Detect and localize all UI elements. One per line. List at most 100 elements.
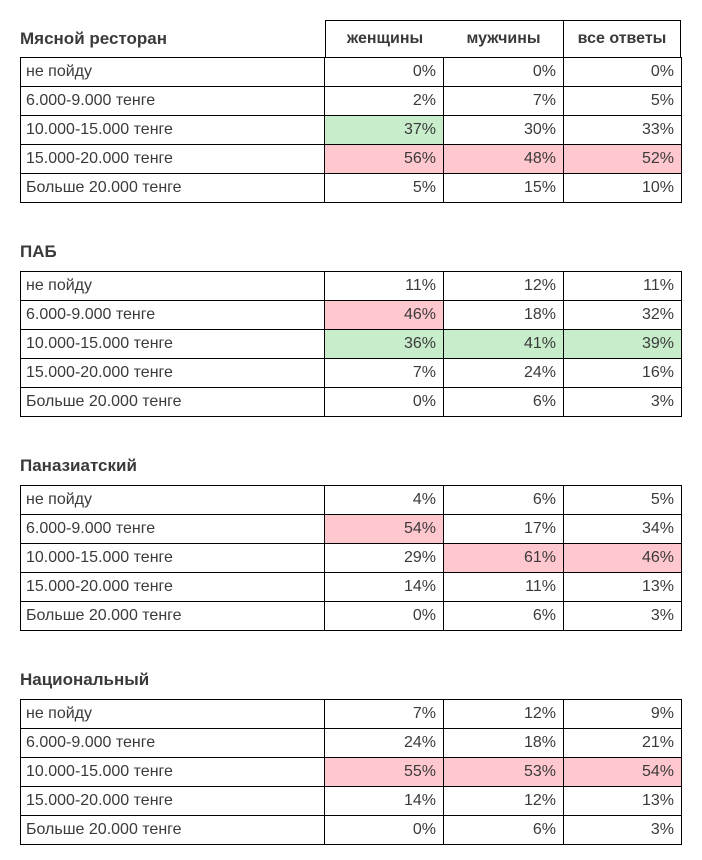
table-head-row: Национальный	[20, 670, 681, 690]
value-cell: 52%	[563, 144, 682, 174]
table-title: ПАБ	[20, 242, 57, 261]
value-cell: 15%	[443, 173, 564, 203]
value-cell: 4%	[324, 485, 444, 515]
value-cell: 11%	[563, 271, 682, 301]
column-header-women: женщины	[325, 20, 444, 57]
table-row: 15.000-20.000 тенге 14% 11% 13%	[20, 572, 682, 602]
data-table: не пойду 0% 0% 0% 6.000-9.000 тенге 2% 7% 5% 10.…	[20, 57, 682, 203]
value-cell: 13%	[563, 786, 682, 816]
value-cell: 12%	[443, 786, 564, 816]
value-cell: 46%	[324, 300, 444, 330]
value-cell: 39%	[563, 329, 682, 359]
value-cell: 41%	[443, 329, 564, 359]
value-cell: 24%	[443, 358, 564, 388]
value-cell: 6%	[443, 601, 564, 631]
value-cell: 36%	[324, 329, 444, 359]
table-row: не пойду 7% 12% 9%	[20, 699, 682, 729]
value-cell: 33%	[563, 115, 682, 145]
table-row: 10.000-15.000 тенге 37% 30% 33%	[20, 115, 682, 145]
value-cell: 61%	[443, 543, 564, 573]
value-cell: 0%	[443, 57, 564, 87]
value-cell: 11%	[324, 271, 444, 301]
table-row: 15.000-20.000 тенге 7% 24% 16%	[20, 358, 682, 388]
value-cell: 54%	[563, 757, 682, 787]
table-row: не пойду 11% 12% 11%	[20, 271, 682, 301]
table-head-row: Мясной ресторан женщины мужчины все ответы	[20, 20, 681, 57]
row-label: не пойду	[20, 271, 325, 301]
value-cell: 6%	[443, 815, 564, 845]
row-label: не пойду	[20, 485, 325, 515]
data-table: не пойду 4% 6% 5% 6.000-9.000 тенге 54% 17% 34%…	[20, 485, 682, 631]
value-cell: 5%	[324, 173, 444, 203]
value-cell: 30%	[443, 115, 564, 145]
table-row: Больше 20.000 тенге 5% 15% 10%	[20, 173, 682, 203]
value-cell: 54%	[324, 514, 444, 544]
value-cell: 7%	[324, 358, 444, 388]
column-header-men: мужчины	[444, 20, 564, 57]
table-title: Мясной ресторан	[20, 28, 168, 48]
value-cell: 18%	[443, 728, 564, 758]
table-row: Больше 20.000 тенге 0% 6% 3%	[20, 601, 682, 631]
row-label: 15.000-20.000 тенге	[20, 786, 325, 816]
value-cell: 3%	[563, 815, 682, 845]
row-label: 15.000-20.000 тенге	[20, 572, 325, 602]
row-label: 15.000-20.000 тенге	[20, 358, 325, 388]
value-cell: 5%	[563, 86, 682, 116]
value-cell: 34%	[563, 514, 682, 544]
row-label: 15.000-20.000 тенге	[20, 144, 325, 174]
value-cell: 10%	[563, 173, 682, 203]
value-cell: 17%	[443, 514, 564, 544]
value-cell: 16%	[563, 358, 682, 388]
value-cell: 9%	[563, 699, 682, 729]
value-cell: 53%	[443, 757, 564, 787]
row-label: 10.000-15.000 тенге	[20, 543, 325, 573]
value-cell: 55%	[324, 757, 444, 787]
table-row: 15.000-20.000 тенге 14% 12% 13%	[20, 786, 682, 816]
value-cell: 37%	[324, 115, 444, 145]
value-cell: 24%	[324, 728, 444, 758]
row-label: 6.000-9.000 тенге	[20, 300, 325, 330]
row-label: 10.000-15.000 тенге	[20, 115, 325, 145]
value-cell: 14%	[324, 786, 444, 816]
survey-table-section: ПАБ не пойду 11% 12% 11% 6.000-9.000 тенге 46…	[20, 242, 682, 417]
value-cell: 0%	[563, 57, 682, 87]
row-label: 6.000-9.000 тенге	[20, 514, 325, 544]
value-cell: 6%	[443, 485, 564, 515]
row-label: Больше 20.000 тенге	[20, 387, 325, 417]
row-label: не пойду	[20, 57, 325, 87]
row-label: 10.000-15.000 тенге	[20, 329, 325, 359]
value-cell: 5%	[563, 485, 682, 515]
value-cell: 2%	[324, 86, 444, 116]
table-head-row: Паназиатский	[20, 456, 681, 476]
value-cell: 21%	[563, 728, 682, 758]
value-cell: 0%	[324, 57, 444, 87]
value-cell: 7%	[324, 699, 444, 729]
survey-table-section: Мясной ресторан женщины мужчины все ответы…	[20, 20, 682, 203]
table-row: Больше 20.000 тенге 0% 6% 3%	[20, 815, 682, 845]
table-row: 6.000-9.000 тенге 24% 18% 21%	[20, 728, 682, 758]
row-label: не пойду	[20, 699, 325, 729]
row-label: 6.000-9.000 тенге	[20, 728, 325, 758]
table-row: 6.000-9.000 тенге 46% 18% 32%	[20, 300, 682, 330]
row-label: Больше 20.000 тенге	[20, 173, 325, 203]
table-title: Национальный	[20, 670, 150, 689]
row-label: 10.000-15.000 тенге	[20, 757, 325, 787]
table-title: Паназиатский	[20, 456, 137, 475]
value-cell: 7%	[443, 86, 564, 116]
row-label: Больше 20.000 тенге	[20, 601, 325, 631]
value-cell: 0%	[324, 601, 444, 631]
row-label: 6.000-9.000 тенге	[20, 86, 325, 116]
value-cell: 32%	[563, 300, 682, 330]
value-cell: 12%	[443, 699, 564, 729]
table-head-row: ПАБ	[20, 242, 681, 262]
data-table: не пойду 7% 12% 9% 6.000-9.000 тенге 24% 18% 21…	[20, 699, 682, 845]
table-row: 15.000-20.000 тенге 56% 48% 52%	[20, 144, 682, 174]
data-table: не пойду 11% 12% 11% 6.000-9.000 тенге 46% 18%…	[20, 271, 682, 417]
value-cell: 56%	[324, 144, 444, 174]
value-cell: 0%	[324, 815, 444, 845]
table-row: 10.000-15.000 тенге 36% 41% 39%	[20, 329, 682, 359]
table-row: не пойду 4% 6% 5%	[20, 485, 682, 515]
table-row: 10.000-15.000 тенге 29% 61% 46%	[20, 543, 682, 573]
value-cell: 13%	[563, 572, 682, 602]
table-row: Больше 20.000 тенге 0% 6% 3%	[20, 387, 682, 417]
